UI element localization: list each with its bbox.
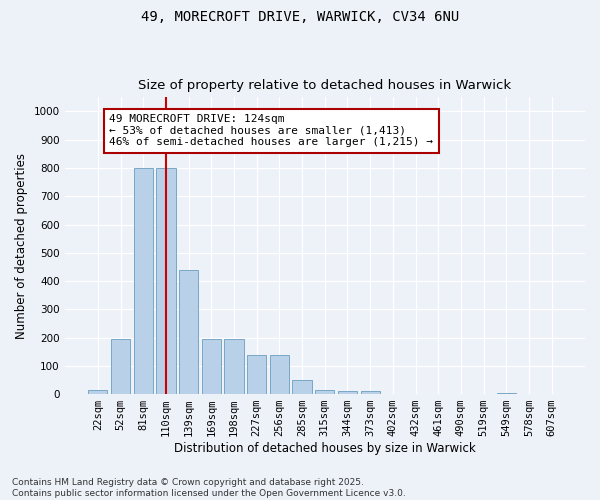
Y-axis label: Number of detached properties: Number of detached properties	[15, 152, 28, 338]
Bar	[88, 390, 107, 394]
X-axis label: Distribution of detached houses by size in Warwick: Distribution of detached houses by size …	[174, 442, 476, 455]
Text: 49, MORECROFT DRIVE, WARWICK, CV34 6NU: 49, MORECROFT DRIVE, WARWICK, CV34 6NU	[141, 10, 459, 24]
Bar	[156, 168, 176, 394]
Bar	[270, 354, 289, 394]
Bar	[179, 270, 198, 394]
Bar	[292, 380, 312, 394]
Bar	[497, 392, 516, 394]
Bar	[361, 392, 380, 394]
Bar	[224, 339, 244, 394]
Bar	[111, 339, 130, 394]
Bar	[247, 354, 266, 394]
Bar	[338, 392, 357, 394]
Bar	[134, 168, 153, 394]
Text: 49 MORECROFT DRIVE: 124sqm
← 53% of detached houses are smaller (1,413)
46% of s: 49 MORECROFT DRIVE: 124sqm ← 53% of deta…	[109, 114, 433, 148]
Bar	[202, 339, 221, 394]
Bar	[315, 390, 334, 394]
Text: Contains HM Land Registry data © Crown copyright and database right 2025.
Contai: Contains HM Land Registry data © Crown c…	[12, 478, 406, 498]
Title: Size of property relative to detached houses in Warwick: Size of property relative to detached ho…	[138, 79, 511, 92]
